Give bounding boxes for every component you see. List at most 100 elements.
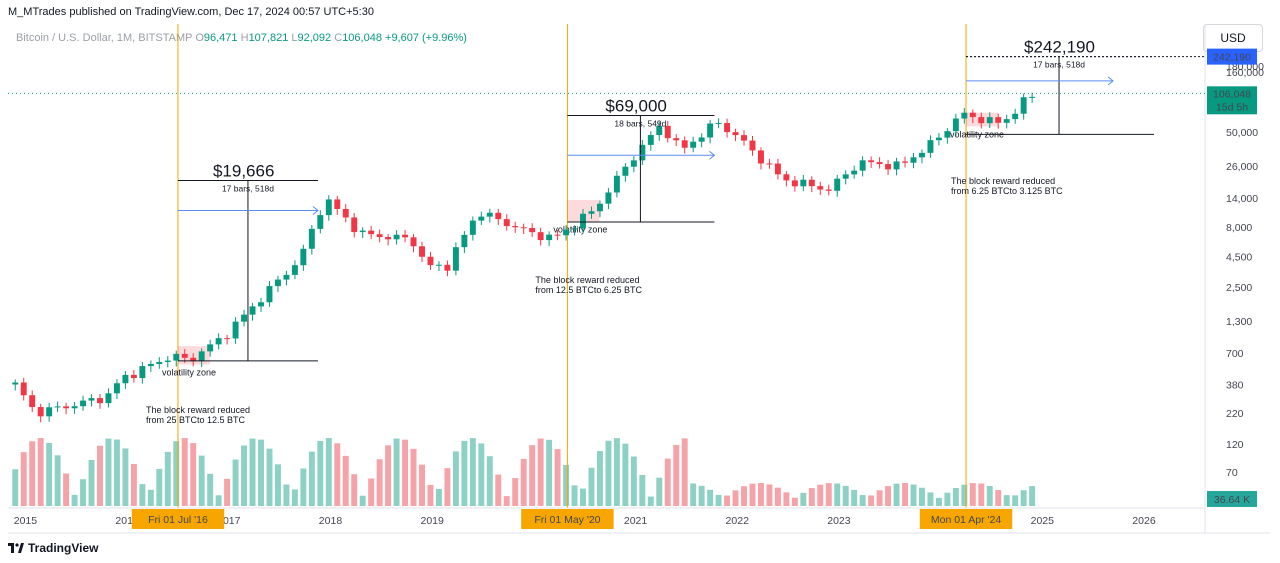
time-tick-label: 2021 (624, 515, 648, 527)
volume-bar (952, 488, 959, 506)
candle-body (97, 398, 103, 404)
candles (12, 92, 1036, 423)
measure-label: 17 bars, 518d (222, 183, 274, 193)
block-reward-note-line2: from 25 BTCto 12.5 BTC (146, 415, 246, 425)
volume-bar (249, 438, 256, 506)
measure-label: 18 bars, 549d (614, 119, 666, 129)
volume-bar (783, 492, 790, 506)
candle-body (774, 163, 781, 175)
candle-body (639, 144, 646, 161)
volume-bar (978, 483, 985, 506)
volume-bar (291, 489, 298, 506)
candle-body (113, 383, 120, 394)
ohlc-legend: Bitcoin / U.S. Dollar, 1M, BITSTAMP O96,… (16, 32, 467, 44)
candle-body (37, 407, 44, 417)
halving-lines (177, 24, 967, 508)
volume-bar (207, 473, 214, 506)
volume-bar (461, 440, 468, 506)
time-axis[interactable]: 2015 2016 2017 2018 2019 2021 2022 2023 2025 2026… (8, 507, 1270, 534)
volume-bar (495, 474, 502, 506)
candle-body (791, 180, 798, 187)
volume-bar (486, 456, 493, 506)
volume-bar (29, 441, 36, 506)
volume-bar (1012, 495, 1019, 506)
candle-body (961, 112, 968, 119)
currency-button[interactable]: USD (1203, 24, 1263, 52)
volume-bar (393, 438, 400, 506)
volatility-zone-label: volatility zone (162, 367, 216, 377)
volume-tag-label: 36.64 K (1214, 494, 1250, 506)
candle-body (647, 135, 654, 145)
volume-bar (749, 483, 756, 506)
volume-bar (97, 445, 103, 506)
price-tick-label: 380 (1226, 380, 1244, 392)
candle-body (139, 366, 146, 379)
halving-date-badge (131, 509, 225, 529)
volume-bar (639, 474, 646, 506)
candle-body (105, 393, 112, 404)
candle-body (376, 234, 383, 238)
candle-body (842, 174, 849, 179)
volume-bar (588, 467, 595, 506)
target-price-label: $19,666 (213, 161, 274, 180)
volume-bar (444, 468, 451, 506)
time-tick-label: 2018 (319, 515, 343, 527)
candle-body (732, 132, 739, 136)
tradingview-logo[interactable]: TradingView (8, 541, 98, 555)
candle-body (452, 247, 459, 271)
candle-body (147, 363, 154, 367)
volume-bar (190, 443, 197, 506)
volume-bar (224, 478, 231, 506)
price-axis[interactable]: 180,000160,00050,00026,00014,0008,0004,5… (1204, 24, 1264, 533)
block-reward-note-line1: The block reward reduced (951, 176, 1055, 186)
volume-bar (130, 463, 137, 506)
candle-body (757, 150, 764, 164)
volume-bar (927, 492, 934, 506)
volume-bar (113, 439, 120, 506)
volume-bar (1020, 490, 1027, 506)
candle-body (707, 123, 714, 138)
low-label: L (291, 32, 298, 44)
price-tick-label: 50,000 (1226, 127, 1258, 139)
time-tick-label: 2022 (726, 515, 750, 527)
change-value: +9,607 (+9.96%) (385, 32, 467, 44)
candle-body (224, 338, 231, 340)
current-price-tag (1207, 86, 1257, 115)
candle-body (419, 246, 425, 257)
volume-bar (402, 439, 409, 506)
volume-bar (563, 464, 570, 506)
volume-bar (173, 441, 180, 506)
volume-bar (198, 455, 205, 506)
price-tick-label: 4,500 (1226, 252, 1252, 264)
candle-body (808, 179, 815, 187)
candle-body (486, 212, 493, 217)
volume-bar (435, 489, 442, 506)
volume-bar (452, 451, 459, 506)
candle-body (274, 279, 281, 287)
volume-bar (241, 445, 248, 506)
candle-body (859, 160, 866, 171)
projection-arrowhead (1107, 76, 1114, 86)
candle-body (690, 141, 697, 148)
target-price-tag (1207, 48, 1257, 65)
volume-bar (800, 492, 807, 506)
volume-bar (164, 451, 171, 506)
volume-bar (1003, 495, 1010, 506)
candle-body (130, 374, 137, 379)
candle-body (520, 227, 527, 229)
volume-bar (766, 484, 773, 506)
candle-body (20, 382, 27, 396)
volume-bar (147, 489, 154, 506)
candle-body (546, 234, 553, 241)
candle-body (868, 160, 875, 163)
candle-body (63, 406, 70, 409)
candle-body (613, 175, 620, 193)
volume-bar (274, 464, 281, 506)
volume-bar (630, 456, 637, 506)
candle-body (969, 112, 976, 118)
price-tick-label: 120 (1226, 439, 1244, 451)
volume-bar (868, 495, 875, 506)
